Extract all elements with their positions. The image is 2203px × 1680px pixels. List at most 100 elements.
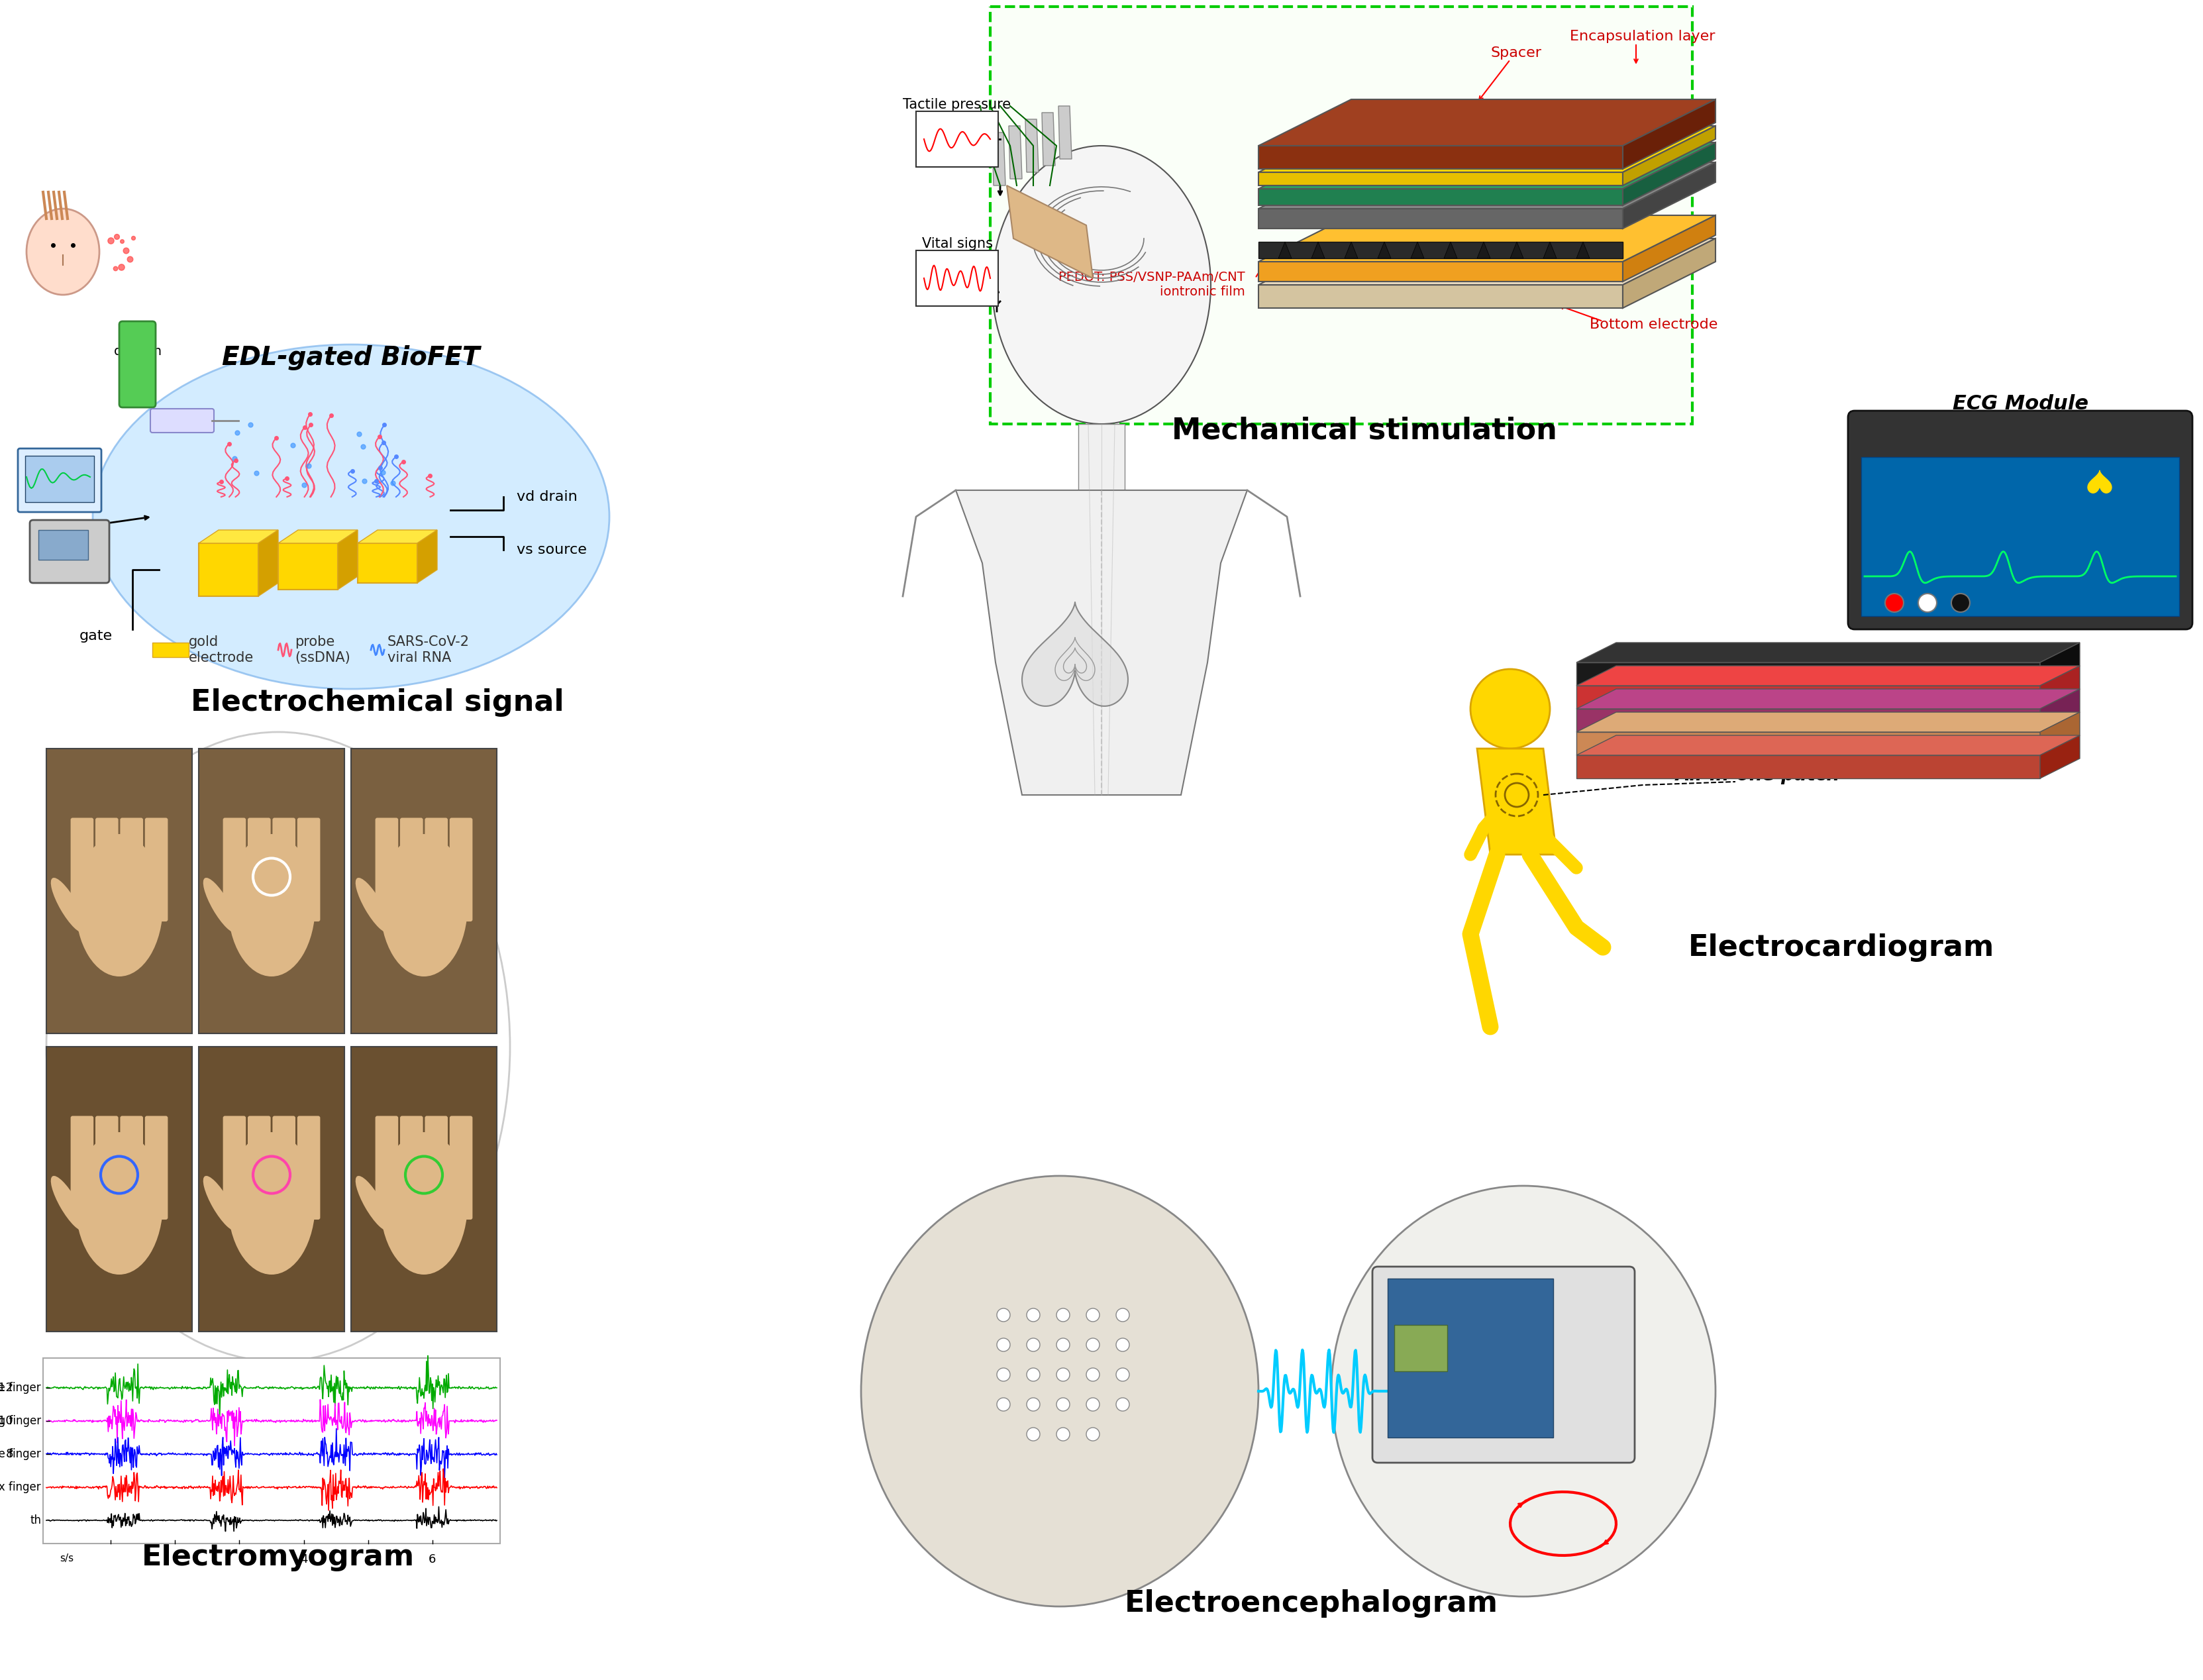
Circle shape	[1886, 593, 1903, 612]
Circle shape	[1027, 1398, 1040, 1411]
Text: Mechanical stimulation: Mechanical stimulation	[1172, 417, 1558, 445]
Circle shape	[1117, 1339, 1130, 1351]
FancyBboxPatch shape	[223, 818, 247, 922]
Circle shape	[996, 1398, 1011, 1411]
FancyBboxPatch shape	[24, 455, 95, 502]
FancyBboxPatch shape	[145, 1116, 167, 1220]
Text: Ring finger: Ring finger	[0, 1415, 42, 1426]
Polygon shape	[357, 529, 436, 543]
Polygon shape	[991, 133, 1005, 185]
Polygon shape	[1258, 146, 1624, 170]
Text: ECG Module: ECG Module	[1952, 395, 2088, 413]
FancyBboxPatch shape	[44, 1357, 500, 1544]
Text: gold
electrode: gold electrode	[189, 635, 253, 664]
Text: gate: gate	[79, 630, 112, 642]
Circle shape	[1469, 669, 1551, 749]
Ellipse shape	[355, 1176, 390, 1231]
FancyBboxPatch shape	[46, 749, 192, 1033]
Circle shape	[1057, 1398, 1071, 1411]
Polygon shape	[1511, 242, 1524, 259]
Text: Thumb: Thumb	[245, 758, 297, 771]
Polygon shape	[1577, 665, 2080, 685]
Text: Bottom electrode: Bottom electrode	[1591, 318, 1718, 331]
Polygon shape	[1577, 242, 1591, 259]
Polygon shape	[1258, 188, 1624, 205]
FancyBboxPatch shape	[247, 818, 271, 922]
Text: th: th	[31, 1514, 42, 1527]
Circle shape	[1027, 1339, 1040, 1351]
Polygon shape	[1007, 185, 1093, 279]
Text: s/s: s/s	[59, 1554, 73, 1564]
Polygon shape	[1258, 286, 1624, 307]
Text: 12: 12	[0, 1383, 13, 1394]
Polygon shape	[337, 529, 357, 590]
Polygon shape	[1624, 215, 1716, 282]
Polygon shape	[1577, 732, 2040, 756]
Text: Vital signs: Vital signs	[921, 237, 994, 250]
Ellipse shape	[75, 1132, 163, 1275]
Text: Electroencephalogram: Electroencephalogram	[1126, 1589, 1498, 1618]
Polygon shape	[1577, 689, 2080, 709]
Polygon shape	[1258, 163, 1716, 208]
Polygon shape	[1577, 685, 2040, 709]
Ellipse shape	[227, 1132, 315, 1275]
Ellipse shape	[381, 833, 467, 976]
FancyBboxPatch shape	[1862, 457, 2179, 617]
FancyBboxPatch shape	[357, 543, 416, 583]
Text: EDL-gated BioFET: EDL-gated BioFET	[223, 344, 480, 370]
Text: Ring finger: Ring finger	[229, 1057, 315, 1070]
Text: Heart rate: Heart rate	[1950, 480, 2038, 497]
Text: Tactile pressure: Tactile pressure	[903, 97, 1011, 111]
Circle shape	[1086, 1428, 1099, 1441]
Polygon shape	[1377, 242, 1390, 259]
Ellipse shape	[51, 1176, 86, 1231]
Polygon shape	[1624, 126, 1716, 185]
FancyBboxPatch shape	[223, 1116, 247, 1220]
FancyBboxPatch shape	[121, 818, 143, 922]
Polygon shape	[1022, 601, 1128, 706]
Text: SARS-CoV-2
viral RNA: SARS-CoV-2 viral RNA	[388, 635, 469, 664]
Polygon shape	[1311, 242, 1324, 259]
Circle shape	[1496, 774, 1538, 816]
Ellipse shape	[51, 877, 86, 932]
Ellipse shape	[1331, 1186, 1716, 1596]
Circle shape	[996, 1368, 1011, 1381]
FancyBboxPatch shape	[273, 1116, 295, 1220]
Ellipse shape	[861, 1176, 1258, 1606]
Text: Top electrode: Top electrode	[1591, 119, 1690, 133]
Ellipse shape	[26, 208, 99, 294]
FancyBboxPatch shape	[70, 1116, 93, 1220]
Polygon shape	[2040, 642, 2080, 685]
Circle shape	[1117, 1398, 1130, 1411]
Polygon shape	[1258, 242, 1624, 259]
Polygon shape	[2088, 470, 2113, 492]
Text: vd drain: vd drain	[518, 491, 577, 504]
Circle shape	[1919, 593, 1936, 612]
Text: BioFET: BioFET	[48, 546, 93, 558]
FancyBboxPatch shape	[350, 749, 496, 1033]
FancyBboxPatch shape	[989, 7, 1692, 423]
FancyBboxPatch shape	[350, 1047, 496, 1332]
Polygon shape	[1624, 163, 1716, 228]
FancyBboxPatch shape	[18, 449, 101, 512]
FancyBboxPatch shape	[449, 1116, 471, 1220]
Polygon shape	[2040, 665, 2080, 709]
Polygon shape	[1344, 242, 1357, 259]
Text: Electrocardiogram: Electrocardiogram	[1687, 932, 1994, 961]
Polygon shape	[1258, 173, 1624, 185]
FancyBboxPatch shape	[198, 749, 344, 1033]
Text: dilution: dilution	[115, 344, 163, 358]
Polygon shape	[1258, 208, 1624, 228]
Circle shape	[1027, 1368, 1040, 1381]
Circle shape	[1086, 1398, 1099, 1411]
FancyBboxPatch shape	[121, 1116, 143, 1220]
Circle shape	[996, 1309, 1011, 1322]
FancyBboxPatch shape	[425, 1116, 447, 1220]
Circle shape	[1057, 1368, 1071, 1381]
Polygon shape	[198, 529, 278, 543]
FancyBboxPatch shape	[247, 1116, 271, 1220]
FancyBboxPatch shape	[375, 818, 399, 922]
Polygon shape	[1624, 99, 1716, 170]
Polygon shape	[1278, 242, 1291, 259]
Text: Index finger: Index finger	[0, 1482, 42, 1494]
